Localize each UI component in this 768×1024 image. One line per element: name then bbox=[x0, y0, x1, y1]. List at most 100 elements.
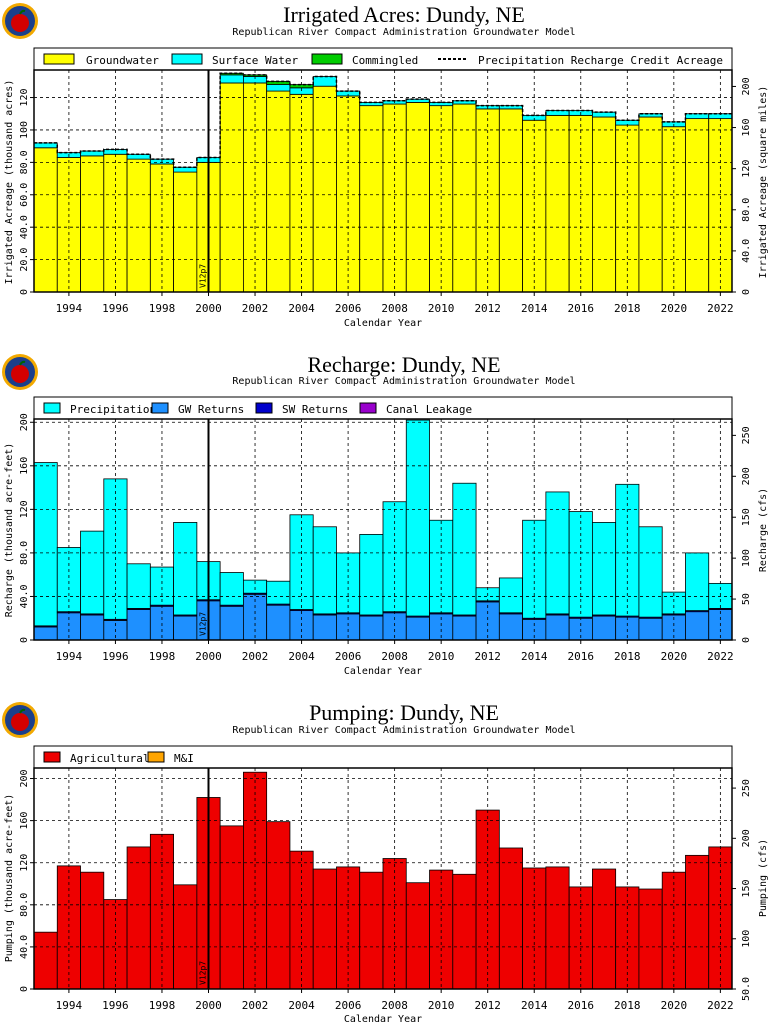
bar-agricultural-1995 bbox=[80, 871, 105, 990]
y2tick-label: 160 bbox=[741, 119, 752, 137]
legend-swatch-commingled bbox=[311, 53, 343, 65]
xtick-label: 2014 bbox=[521, 302, 548, 315]
xtick-label: 2008 bbox=[381, 650, 408, 663]
bar-groundwater-2019 bbox=[638, 116, 663, 293]
xtick-label: 2002 bbox=[242, 999, 269, 1012]
bar-groundwater-2007 bbox=[359, 105, 384, 293]
version-marker-label: V12p7 bbox=[199, 264, 208, 288]
bar-precipitation-1997 bbox=[126, 563, 151, 609]
bar-precipitation-2009 bbox=[405, 419, 430, 617]
legend-swatch-canal-leakage bbox=[359, 402, 377, 414]
ytick-label: 80.0 bbox=[19, 541, 30, 565]
bar-agricultural-2005 bbox=[312, 868, 337, 990]
xtick-label: 2022 bbox=[707, 999, 734, 1012]
chart3-legend: Agricultural M&I bbox=[33, 745, 733, 769]
bar-groundwater-2017 bbox=[592, 116, 617, 293]
xtick-label: 1998 bbox=[149, 999, 176, 1012]
legend-precipitation: Precipitation bbox=[70, 403, 156, 416]
bar-agricultural-2014 bbox=[522, 867, 547, 990]
xtick-label: 2018 bbox=[614, 999, 641, 1012]
legend-agricultural: Agricultural bbox=[70, 752, 149, 765]
legend-groundwater: Groundwater bbox=[86, 54, 159, 67]
bar-precipitation-1993 bbox=[33, 462, 58, 627]
bar-agricultural-2010 bbox=[429, 869, 454, 990]
bar-agricultural-1999 bbox=[173, 884, 198, 990]
version-marker-label: V12p7 bbox=[199, 961, 208, 985]
xtick-label: 2012 bbox=[474, 302, 501, 315]
xtick-label: 1998 bbox=[149, 650, 176, 663]
bar-surface-water-2017 bbox=[592, 111, 617, 118]
xtick-label: 2004 bbox=[288, 302, 315, 315]
bar-precipitation-2013 bbox=[498, 577, 524, 614]
bar-agricultural-2019 bbox=[638, 888, 663, 990]
bar-gw-returns-1997 bbox=[126, 609, 151, 641]
chart3-title: Pumping: Dundy, NE bbox=[309, 700, 499, 725]
version-marker-label: V12p7 bbox=[199, 612, 208, 636]
xtick-label: 2002 bbox=[242, 302, 269, 315]
xtick-label: 2012 bbox=[474, 999, 501, 1012]
xtick-label: 2004 bbox=[288, 999, 315, 1012]
bar-precipitation-2011 bbox=[452, 482, 477, 616]
xtick-label: 2010 bbox=[428, 999, 455, 1012]
chart2-subtitle: Republican River Compact Administration … bbox=[232, 376, 575, 387]
bar-groundwater-2001 bbox=[219, 82, 244, 293]
bar-precipitation-2005 bbox=[312, 526, 337, 615]
bar-gw-returns-2003 bbox=[266, 604, 291, 641]
chart3-y2label: Pumping (cfs) bbox=[758, 839, 768, 917]
xtick-label: 2010 bbox=[428, 302, 455, 315]
ytick-label: 160 bbox=[19, 457, 30, 475]
xtick-label: 1996 bbox=[102, 650, 129, 663]
bar-precipitation-1995 bbox=[80, 530, 105, 615]
bar-groundwater-2009 bbox=[405, 102, 430, 293]
bar-gw-returns-1995 bbox=[80, 614, 105, 641]
bar-groundwater-2011 bbox=[452, 103, 477, 293]
bar-agricultural-1993 bbox=[33, 931, 58, 990]
ytick-label: 40.0 bbox=[19, 935, 30, 959]
legend-swatch-groundwater bbox=[43, 53, 75, 65]
xtick-label: 1996 bbox=[102, 302, 129, 315]
chart2-ylabel: Recharge (thousand acre-feet) bbox=[4, 443, 15, 618]
y2tick-label: 200 bbox=[741, 829, 752, 847]
y2tick-label: 80.0 bbox=[741, 198, 752, 222]
legend-swatch-sw-returns bbox=[255, 402, 273, 414]
bar-gw-returns-2015 bbox=[545, 614, 570, 641]
bar-gw-returns-2005 bbox=[312, 614, 337, 641]
chart2-xlabel: Calendar Year bbox=[344, 666, 422, 677]
legend-commingled: Commingled bbox=[352, 54, 418, 67]
bar-agricultural-2006 bbox=[336, 866, 361, 990]
chart1-plot: 0 20.0 40.0 60.0 80.0 100 120 0 40.0 80.0 120 160 20… bbox=[19, 69, 752, 315]
legend-sw-returns: SW Returns bbox=[282, 403, 348, 416]
bar-groundwater-1995 bbox=[80, 155, 105, 293]
bar-precipitation-2021 bbox=[685, 552, 710, 612]
xtick-label: 2016 bbox=[568, 302, 595, 315]
bar-groundwater-2003 bbox=[266, 90, 291, 293]
xtick-label: 2008 bbox=[381, 999, 408, 1012]
y2tick-label: 200 bbox=[741, 77, 752, 95]
legend-swatch-surface-water bbox=[171, 53, 203, 65]
y2tick-label: 0 bbox=[741, 637, 752, 643]
xtick-label: 2008 bbox=[381, 302, 408, 315]
logo-2 bbox=[2, 354, 38, 390]
bar-groundwater-2021 bbox=[685, 118, 710, 293]
y2tick-label: 150 bbox=[741, 880, 752, 898]
xtick-label: 2020 bbox=[661, 650, 688, 663]
ytick-label: 120 bbox=[19, 89, 30, 107]
bar-surface-water-2003 bbox=[266, 84, 291, 92]
bar-gw-returns-2011 bbox=[452, 615, 477, 641]
chart2-y2label: Recharge (cfs) bbox=[758, 488, 768, 572]
y2tick-label: 0 bbox=[741, 289, 752, 295]
bar-agricultural-2017 bbox=[592, 868, 617, 990]
legend-mi: M&I bbox=[174, 752, 194, 765]
xtick-label: 2000 bbox=[195, 650, 222, 663]
bar-surface-water-2001 bbox=[219, 74, 244, 84]
ytick-label: 40.0 bbox=[19, 584, 30, 608]
bar-gw-returns-2009 bbox=[405, 616, 430, 641]
bar-groundwater-2013 bbox=[498, 108, 524, 293]
plot-frame bbox=[33, 69, 733, 293]
legend-gw-returns: GW Returns bbox=[178, 403, 244, 416]
chart3-xlabel: Calendar Year bbox=[344, 1014, 422, 1024]
chart1-subtitle: Republican River Compact Administration … bbox=[232, 27, 575, 38]
plot-frame bbox=[33, 767, 733, 990]
bar-gw-returns-2019 bbox=[638, 617, 663, 641]
bar-agricultural-2009 bbox=[405, 882, 430, 990]
